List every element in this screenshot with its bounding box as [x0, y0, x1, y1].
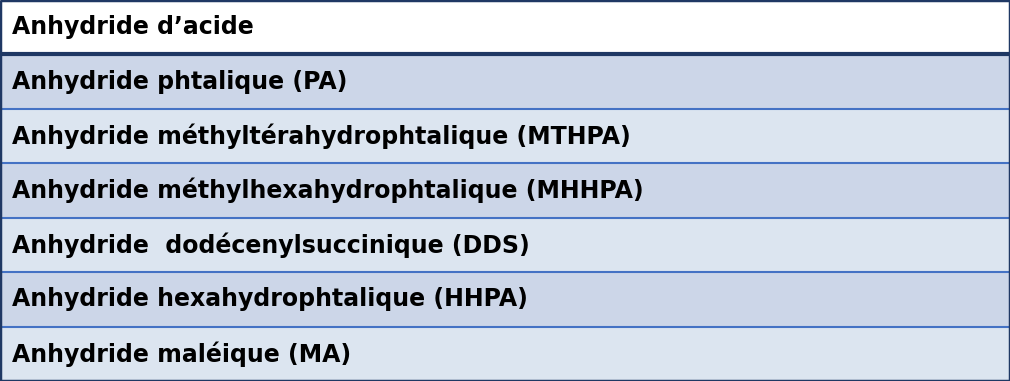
- Text: Anhydride  dodécenylsuccinique (DDS): Anhydride dodécenylsuccinique (DDS): [12, 232, 530, 258]
- Text: Anhydride méthyltérahydrophtalique (MTHPA): Anhydride méthyltérahydrophtalique (MTHP…: [12, 123, 631, 149]
- Bar: [0, 272, 1010, 327]
- Text: Anhydride phtalique (PA): Anhydride phtalique (PA): [12, 70, 347, 94]
- Bar: [0, 0, 1010, 54]
- Text: Anhydride hexahydrophtalique (HHPA): Anhydride hexahydrophtalique (HHPA): [12, 287, 528, 311]
- Bar: [0, 54, 1010, 109]
- Bar: [0, 218, 1010, 272]
- Text: Anhydride méthylhexahydrophtalique (MHHPA): Anhydride méthylhexahydrophtalique (MHHP…: [12, 178, 643, 203]
- Text: Anhydride maléique (MA): Anhydride maléique (MA): [12, 341, 351, 367]
- Text: Anhydride d’acide: Anhydride d’acide: [12, 15, 254, 39]
- Bar: [0, 163, 1010, 218]
- Bar: [0, 109, 1010, 163]
- Bar: [0, 327, 1010, 381]
